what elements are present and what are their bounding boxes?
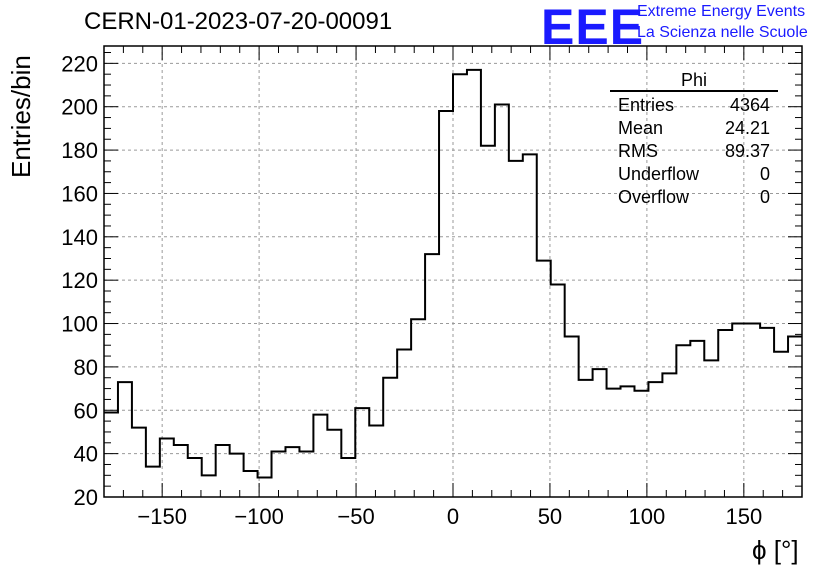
- y-tick-label: 80: [74, 355, 98, 380]
- axis-tick-labels: −150 −100 −50 0 50 100 150 20 40 60 80 100 120 140 160…: [61, 51, 762, 529]
- y-tick-label: 220: [61, 51, 98, 76]
- statistics-box: Phi Entries 4364 Mean 24.21 RMS 89.37 Un…: [610, 70, 778, 209]
- stats-label: Overflow: [618, 187, 690, 207]
- stats-value: 89.37: [724, 141, 770, 161]
- stats-row-rms: RMS 89.37: [610, 140, 778, 163]
- x-axis-label: ϕ [°]: [752, 535, 799, 565]
- stats-value: 24.21: [724, 118, 770, 138]
- grid-lines: [104, 46, 802, 498]
- x-tick-label: −50: [337, 504, 374, 529]
- eee-logo: EEE: [541, 0, 645, 55]
- stats-value: 4364: [729, 95, 770, 115]
- run-title: CERN-01-2023-07-20-00091: [84, 8, 393, 35]
- axis-ticks: [103, 46, 803, 498]
- stats-label: RMS: [618, 141, 658, 161]
- stats-value: 0: [759, 187, 770, 207]
- x-tick-label: −100: [234, 504, 284, 529]
- y-tick-label: 200: [61, 95, 98, 120]
- x-tick-label: 0: [447, 504, 459, 529]
- x-tick-label: 50: [538, 504, 562, 529]
- y-tick-label: 100: [61, 312, 98, 337]
- y-tick-label: 20: [74, 485, 98, 510]
- stats-label: Entries: [618, 95, 675, 115]
- stats-row-entries: Entries 4364: [610, 94, 778, 117]
- y-tick-label: 60: [74, 398, 98, 423]
- y-tick-label: 140: [61, 225, 98, 250]
- y-tick-label: 120: [61, 268, 98, 293]
- stats-label: Mean: [618, 118, 664, 138]
- logo-tagline-2: La Scienza nelle Scuole: [637, 24, 808, 41]
- y-tick-label: 40: [74, 442, 98, 467]
- histogram-series-line: [104, 68, 802, 479]
- stats-row-mean: Mean 24.21: [610, 117, 778, 140]
- stats-row-underflow: Underflow 0: [610, 163, 778, 186]
- x-tick-label: 150: [725, 504, 762, 529]
- stats-label: Underflow: [618, 164, 700, 184]
- logo-tagline-1: Extreme Energy Events: [637, 3, 806, 20]
- stats-value: 0: [759, 164, 770, 184]
- y-tick-label: 180: [61, 138, 98, 163]
- stats-row-overflow: Overflow 0: [610, 186, 778, 209]
- y-tick-label: 160: [61, 181, 98, 206]
- x-tick-label: 100: [629, 504, 666, 529]
- y-axis-label: Entries/bin: [6, 55, 36, 178]
- stats-title: Phi: [610, 70, 778, 92]
- x-tick-label: −150: [137, 504, 187, 529]
